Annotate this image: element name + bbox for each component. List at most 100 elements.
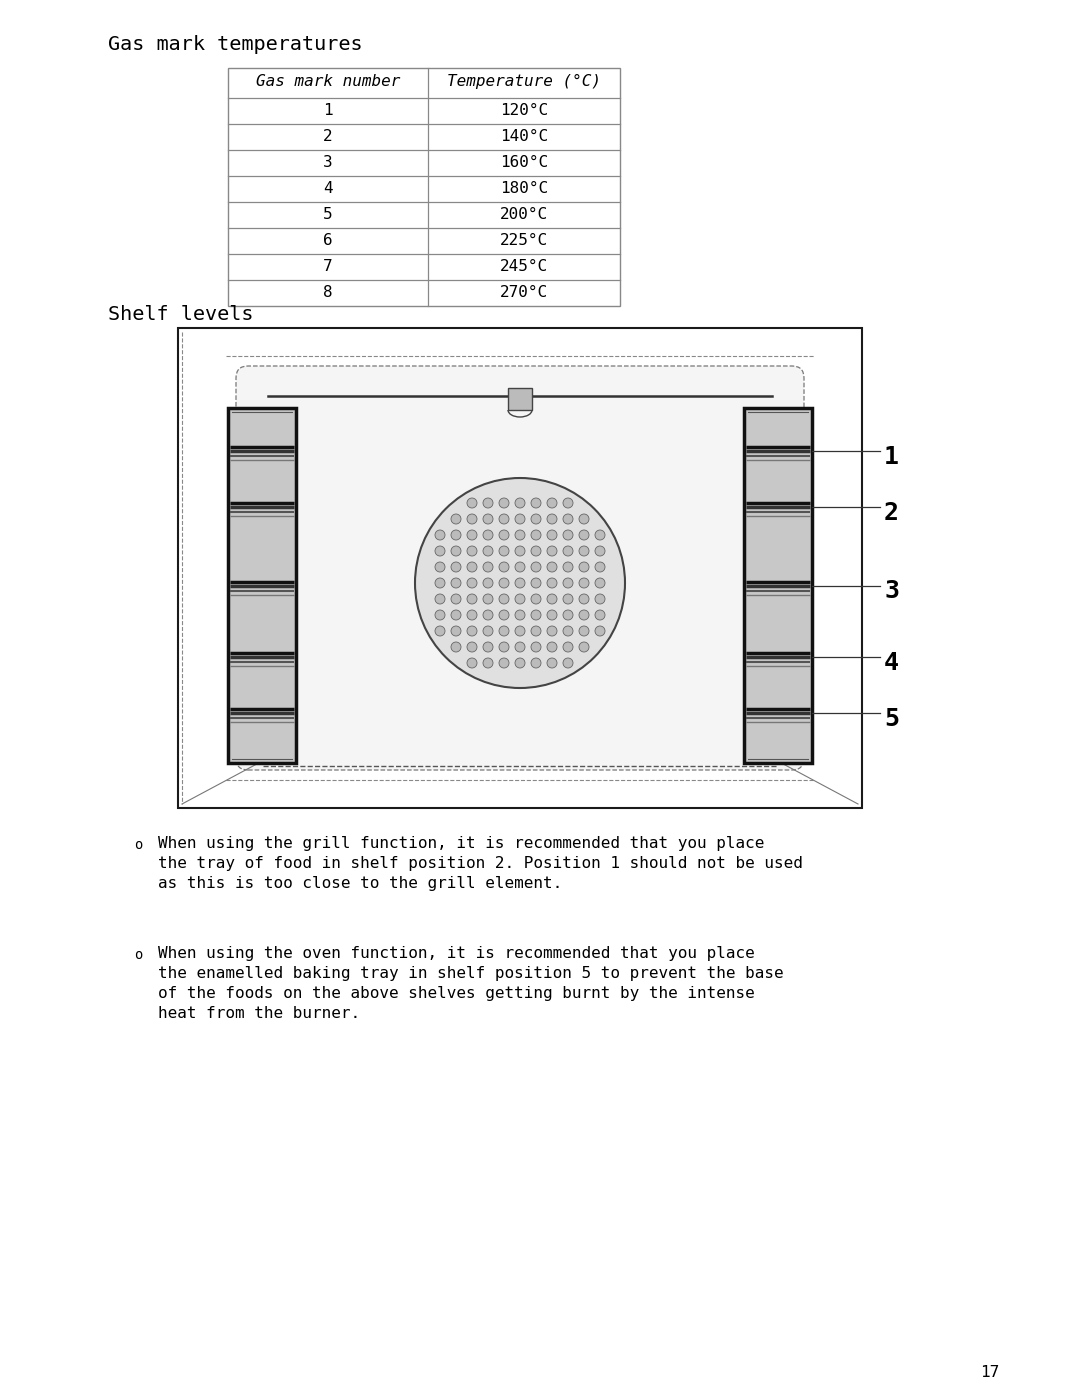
Circle shape [595, 529, 605, 541]
Circle shape [467, 643, 477, 652]
Circle shape [499, 562, 509, 571]
Text: 7: 7 [323, 258, 333, 274]
Circle shape [467, 562, 477, 571]
Bar [178, 328, 862, 807]
Circle shape [483, 562, 492, 571]
Circle shape [483, 658, 492, 668]
Circle shape [451, 643, 461, 652]
Circle shape [579, 514, 589, 524]
Circle shape [563, 610, 573, 620]
Circle shape [483, 497, 492, 509]
Circle shape [595, 626, 605, 636]
Circle shape [546, 514, 557, 524]
Circle shape [531, 546, 541, 556]
Circle shape [467, 546, 477, 556]
Circle shape [499, 626, 509, 636]
Circle shape [531, 610, 541, 620]
Text: 2: 2 [885, 502, 899, 525]
Circle shape [563, 529, 573, 541]
Text: 3: 3 [885, 580, 899, 604]
Circle shape [499, 529, 509, 541]
Circle shape [546, 529, 557, 541]
Text: 6: 6 [323, 233, 333, 249]
Bar [508, 388, 532, 409]
Text: 4: 4 [323, 182, 333, 196]
Circle shape [546, 626, 557, 636]
Circle shape [499, 578, 509, 588]
Circle shape [563, 578, 573, 588]
Text: 5: 5 [323, 207, 333, 222]
Circle shape [435, 546, 445, 556]
Circle shape [579, 578, 589, 588]
Circle shape [531, 578, 541, 588]
Text: 5: 5 [885, 707, 899, 731]
Text: as this is too close to the grill element.: as this is too close to the grill elemen… [158, 876, 563, 891]
Circle shape [435, 529, 445, 541]
Circle shape [546, 546, 557, 556]
Circle shape [546, 658, 557, 668]
Circle shape [467, 626, 477, 636]
Circle shape [515, 658, 525, 668]
Circle shape [435, 610, 445, 620]
Text: 160°C: 160°C [500, 155, 548, 170]
Circle shape [499, 610, 509, 620]
Circle shape [579, 546, 589, 556]
Circle shape [563, 497, 573, 509]
Circle shape [499, 658, 509, 668]
Circle shape [483, 643, 492, 652]
Circle shape [435, 594, 445, 604]
Circle shape [483, 514, 492, 524]
Circle shape [483, 626, 492, 636]
Circle shape [579, 562, 589, 571]
Circle shape [546, 643, 557, 652]
Circle shape [435, 578, 445, 588]
Circle shape [546, 497, 557, 509]
Circle shape [531, 658, 541, 668]
Circle shape [499, 497, 509, 509]
Circle shape [531, 497, 541, 509]
Circle shape [515, 643, 525, 652]
Circle shape [435, 626, 445, 636]
Circle shape [467, 658, 477, 668]
Circle shape [579, 626, 589, 636]
Circle shape [499, 514, 509, 524]
Circle shape [515, 578, 525, 588]
Text: Gas mark temperatures: Gas mark temperatures [108, 35, 363, 54]
Circle shape [563, 514, 573, 524]
Text: 225°C: 225°C [500, 233, 548, 249]
Circle shape [531, 562, 541, 571]
Circle shape [515, 546, 525, 556]
Text: 3: 3 [323, 155, 333, 170]
Bar [744, 408, 812, 763]
Text: When using the grill function, it is recommended that you place: When using the grill function, it is rec… [158, 835, 765, 851]
Circle shape [595, 546, 605, 556]
Circle shape [595, 578, 605, 588]
Circle shape [546, 578, 557, 588]
Circle shape [499, 643, 509, 652]
Text: 180°C: 180°C [500, 182, 548, 196]
Circle shape [515, 497, 525, 509]
Circle shape [595, 610, 605, 620]
Text: Shelf levels: Shelf levels [108, 305, 254, 324]
Circle shape [483, 546, 492, 556]
Text: When using the oven function, it is recommended that you place: When using the oven function, it is reco… [158, 946, 755, 961]
Circle shape [467, 578, 477, 588]
Text: heat from the burner.: heat from the burner. [158, 1006, 360, 1021]
Circle shape [467, 594, 477, 604]
Text: 4: 4 [885, 651, 899, 675]
FancyBboxPatch shape [237, 366, 804, 770]
Text: 200°C: 200°C [500, 207, 548, 222]
Text: 17: 17 [981, 1365, 1000, 1380]
Circle shape [531, 643, 541, 652]
Text: 8: 8 [323, 285, 333, 300]
Text: Gas mark number: Gas mark number [256, 74, 401, 89]
Circle shape [483, 578, 492, 588]
Circle shape [531, 626, 541, 636]
Circle shape [563, 546, 573, 556]
Text: of the foods on the above shelves getting burnt by the intense: of the foods on the above shelves gettin… [158, 986, 755, 1002]
Circle shape [515, 562, 525, 571]
Text: the tray of food in shelf position 2. Position 1 should not be used: the tray of food in shelf position 2. Po… [158, 856, 802, 870]
Circle shape [515, 514, 525, 524]
Circle shape [515, 626, 525, 636]
Circle shape [531, 514, 541, 524]
